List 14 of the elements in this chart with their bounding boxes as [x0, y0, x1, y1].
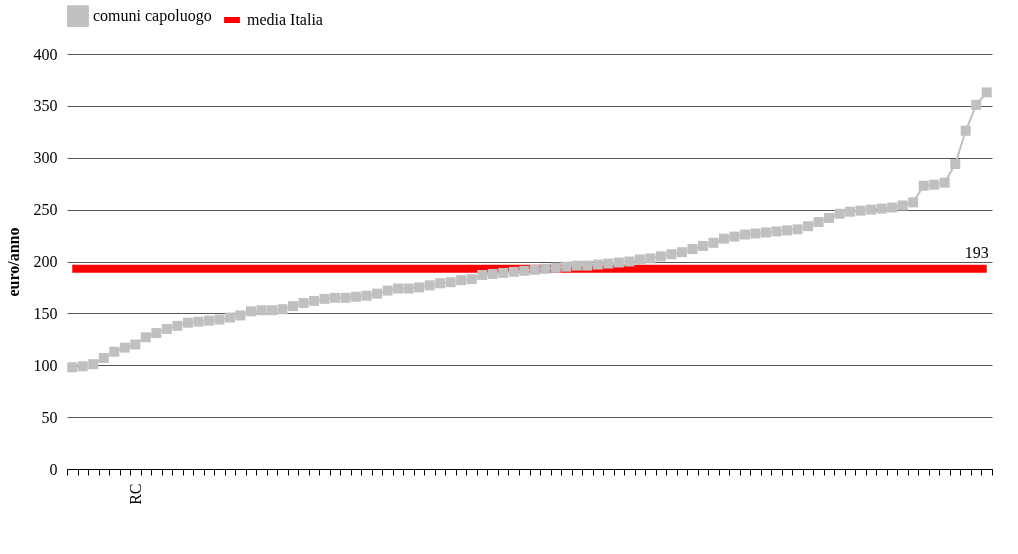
y-tick-label: 350 — [33, 97, 58, 115]
y-tick-label: 50 — [41, 408, 58, 426]
y-tick-label: 0 — [49, 460, 58, 478]
y-tick-label: 300 — [33, 149, 58, 167]
y-tick-label: 200 — [33, 253, 58, 270]
y-tick-label: 250 — [33, 201, 58, 219]
legend-label: media Italia — [247, 11, 323, 28]
data-label: 193 — [964, 243, 989, 261]
legend-label: comuni capoluogo — [93, 7, 212, 26]
y-axis-title: euro/anno — [4, 227, 22, 297]
x-tick-label: RC — [126, 483, 144, 505]
y-tick-label: 400 — [33, 45, 58, 63]
y-tick-label: 100 — [33, 356, 58, 374]
y-tick-label: 150 — [33, 304, 58, 322]
